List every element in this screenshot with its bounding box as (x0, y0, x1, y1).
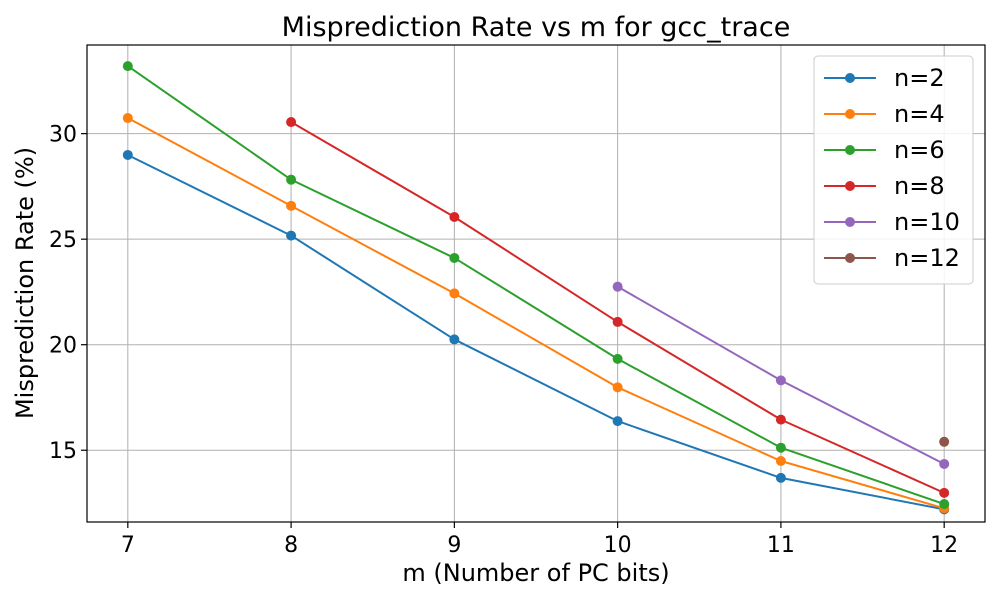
data-point (449, 212, 460, 223)
y-tick-label: 25 (49, 228, 77, 253)
series-line (127, 65, 945, 506)
x-axis-label: m (Number of PC bits) (402, 559, 669, 587)
legend-marker (845, 109, 855, 119)
legend-label: n=2 (894, 64, 945, 92)
legend-label: n=6 (894, 136, 945, 164)
legend-marker (845, 145, 855, 155)
data-point (122, 149, 133, 160)
data-point (939, 458, 950, 469)
data-point (286, 200, 297, 211)
data-point (775, 442, 786, 453)
data-point (449, 334, 460, 345)
x-tick-label: 7 (121, 533, 135, 558)
legend-marker (845, 253, 855, 263)
y-tick-label: 30 (49, 123, 77, 148)
x-tick-label: 11 (767, 533, 795, 558)
legend-item: n=4 (824, 100, 945, 128)
series-n-12 (939, 436, 950, 447)
data-point (286, 230, 297, 241)
series-n-2 (122, 149, 950, 515)
series-layer (122, 61, 950, 515)
legend-marker (845, 73, 855, 83)
data-point (939, 436, 950, 447)
data-point (612, 382, 623, 393)
series-line (127, 154, 945, 511)
data-point (449, 252, 460, 263)
legend-item: n=10 (824, 208, 960, 236)
data-point (122, 113, 133, 124)
series-n-8 (286, 117, 950, 498)
series-line (127, 117, 945, 510)
series-n-10 (612, 281, 950, 469)
legend-marker (845, 217, 855, 227)
data-point (775, 375, 786, 386)
y-axis-ticks: 15 20 25 30 (49, 123, 87, 464)
data-point (775, 456, 786, 467)
x-tick-label: 8 (284, 533, 298, 558)
plot-frame (86, 44, 986, 523)
data-point (286, 174, 297, 185)
data-point (775, 472, 786, 483)
legend-label: n=10 (894, 208, 960, 236)
data-point (449, 288, 460, 299)
legend-item: n=2 (824, 64, 945, 92)
data-point (612, 353, 623, 364)
data-point (286, 117, 297, 128)
data-point (775, 414, 786, 425)
x-axis-ticks: 7 8 9 10 11 12 (121, 522, 958, 558)
chart-title: Misprediction Rate vs m for gcc_trace (282, 12, 791, 43)
legend-item: n=12 (824, 244, 960, 272)
series-n-6 (122, 61, 950, 510)
legend-label: n=12 (894, 244, 960, 272)
x-tick-label: 10 (604, 533, 632, 558)
legend-item: n=8 (824, 172, 945, 200)
data-point (612, 316, 623, 327)
data-point (612, 281, 623, 292)
y-tick-label: 20 (49, 334, 77, 359)
y-axis-label: Misprediction Rate (%) (11, 147, 39, 419)
legend: n=2 n=4 n=6 n=8 n=10 n=12 (813, 55, 974, 285)
data-point (612, 416, 623, 427)
legend-item: n=6 (824, 136, 945, 164)
y-tick-label: 15 (49, 439, 77, 464)
data-point (939, 499, 950, 510)
data-point (939, 487, 950, 498)
x-tick-label: 9 (447, 533, 461, 558)
legend-label: n=8 (894, 172, 945, 200)
x-tick-label: 12 (930, 533, 958, 558)
data-point (122, 61, 133, 72)
legend-marker (845, 181, 855, 191)
legend-label: n=4 (894, 100, 945, 128)
